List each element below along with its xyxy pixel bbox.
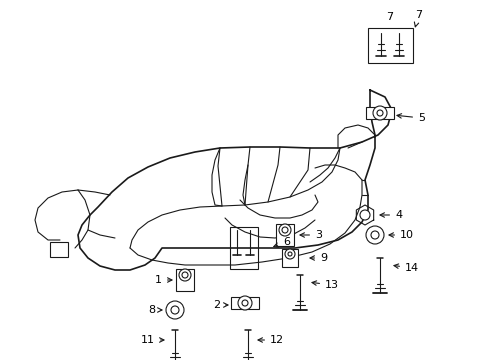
Text: 13: 13 — [311, 280, 338, 290]
Circle shape — [285, 249, 294, 259]
Circle shape — [279, 224, 290, 236]
Circle shape — [370, 231, 378, 239]
Text: 5: 5 — [396, 113, 424, 123]
Text: 6: 6 — [273, 237, 289, 247]
Text: 10: 10 — [388, 230, 413, 240]
Text: 4: 4 — [379, 210, 401, 220]
Text: 12: 12 — [258, 335, 284, 345]
Circle shape — [282, 227, 287, 233]
Text: 14: 14 — [393, 263, 418, 273]
Bar — [275, 224, 293, 246]
Text: 7: 7 — [413, 10, 421, 27]
Circle shape — [365, 226, 383, 244]
Text: 7: 7 — [386, 12, 393, 22]
Circle shape — [171, 306, 179, 314]
Bar — [365, 107, 393, 119]
Bar — [176, 269, 194, 291]
Bar — [230, 297, 259, 309]
Bar — [229, 227, 258, 269]
Circle shape — [242, 300, 247, 306]
Circle shape — [165, 301, 183, 319]
Text: 3: 3 — [300, 230, 321, 240]
Circle shape — [372, 106, 386, 120]
Circle shape — [179, 269, 191, 281]
Text: 9: 9 — [309, 253, 326, 263]
Bar — [367, 28, 412, 63]
Circle shape — [238, 296, 251, 310]
Text: 1: 1 — [155, 275, 172, 285]
Text: 2: 2 — [212, 300, 227, 310]
Text: 11: 11 — [141, 335, 163, 345]
Circle shape — [182, 272, 187, 278]
Circle shape — [359, 210, 369, 220]
Bar — [50, 242, 68, 257]
Circle shape — [287, 252, 291, 256]
Text: 8: 8 — [147, 305, 162, 315]
Bar — [282, 249, 297, 267]
Circle shape — [376, 110, 382, 116]
